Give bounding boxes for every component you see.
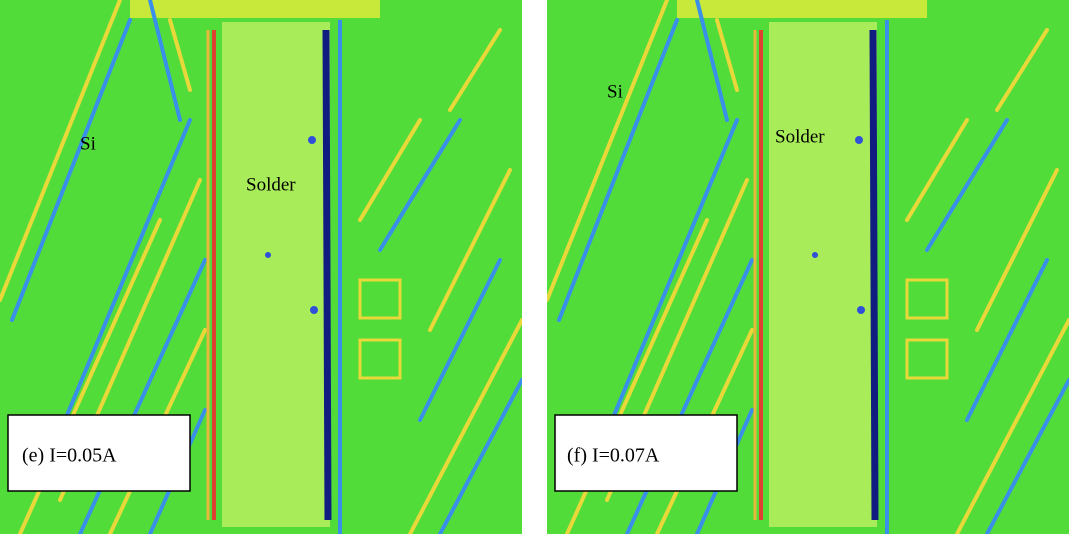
panel-f: Si Solder (f) I=0.07A (547, 0, 1069, 534)
solder-label: Solder (246, 174, 296, 195)
solder-label: Solder (775, 126, 825, 147)
panel-e: Si Solder (e) I=0.05A (0, 0, 522, 534)
caption: (e) I=0.05A (22, 445, 117, 467)
si-label: Si (607, 81, 623, 102)
page: Si Solder (e) I=0.05A Si Solder (f) I=0.… (0, 0, 1069, 534)
caption: (f) I=0.07A (567, 445, 660, 467)
si-label: Si (80, 133, 96, 154)
